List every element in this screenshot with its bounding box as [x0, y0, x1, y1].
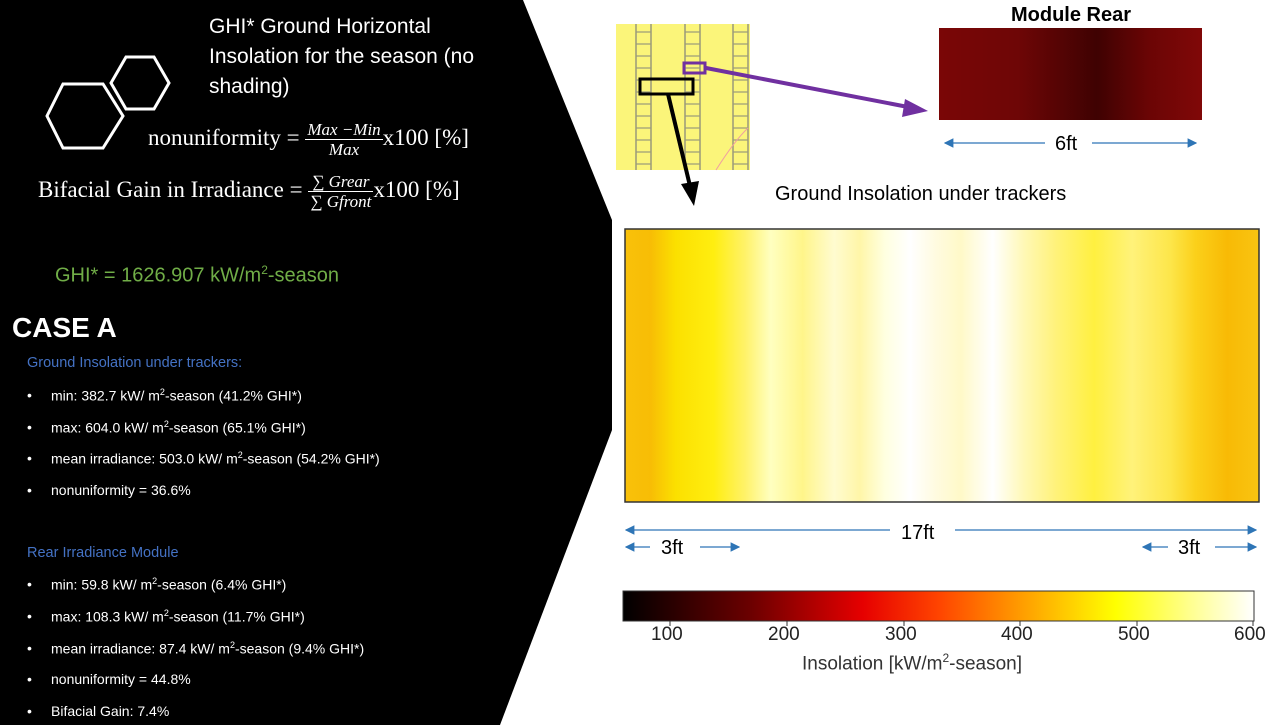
nonuniformity-equation: nonuniformity = Max −Min Max x100 [%]: [148, 120, 469, 159]
colorbar-tick-labels: 100 200 300 400 500 600: [0, 624, 1286, 648]
list-item: Bifacial Gain: 7.4%: [27, 703, 169, 719]
field-thumbnail: [616, 24, 750, 171]
rear-heading: Rear Irradiance Module: [27, 545, 179, 561]
ground-title: Ground Insolation under trackers: [775, 183, 1067, 205]
width-left-label: 3ft: [661, 537, 684, 559]
bifacial-denominator: ∑ Gfront: [310, 192, 372, 211]
ghi-value: GHI* = 1626.907 kW/m2-season: [55, 263, 340, 287]
list-item: nonuniformity = 44.8%: [27, 671, 191, 687]
nonuniformity-lhs: nonuniformity =: [148, 124, 300, 150]
nonuniformity-rhs: x100 [%]: [382, 124, 469, 150]
ghi-title: GHI* Ground Horizontal Insolation for th…: [209, 15, 475, 98]
hexagon-logo-icon: [45, 55, 171, 150]
width-right-label: 3ft: [1178, 537, 1201, 559]
list-item: nonuniformity = 36.6%: [27, 482, 191, 498]
black-arrow-icon: [666, 93, 699, 206]
colorbar-label: Insolation [kW/m2-season]: [802, 651, 1022, 675]
module-rear-title: Module Rear: [1011, 4, 1132, 26]
ground-heatmap: [624, 228, 1260, 503]
nonuniformity-numerator: Max −Min: [305, 120, 383, 140]
purple-arrow-icon: [705, 66, 928, 117]
bifacial-equation: Bifacial Gain in Irradiance = ∑ Grear ∑ G…: [38, 172, 460, 211]
colorbar-tick-label: 500: [1118, 624, 1150, 645]
case-title: CASE A: [12, 312, 117, 343]
list-item: mean irradiance: 503.0 kW/ m2-season (54…: [27, 450, 380, 467]
colorbar: [622, 590, 1255, 622]
nonuniformity-denominator: Max: [328, 140, 360, 159]
colorbar-tick-label: 300: [885, 624, 917, 645]
colorbar-tick-label: 400: [1001, 624, 1033, 645]
list-item: min: 382.7 kW/ m2-season (41.2% GHI*): [27, 387, 302, 404]
colorbar-tick-label: 200: [768, 624, 800, 645]
list-item: mean irradiance: 87.4 kW/ m2-season (9.4…: [27, 640, 364, 657]
list-item: max: 604.0 kW/ m2-season (65.1% GHI*): [27, 419, 306, 436]
module-rear-heatmap: [939, 28, 1202, 120]
module-width-label: 6ft: [1055, 133, 1078, 155]
list-item: max: 108.3 kW/ m2-season (11.7% GHI*): [27, 608, 305, 625]
colorbar-tick-label: 100: [651, 624, 683, 645]
bifacial-lhs: Bifacial Gain in Irradiance =: [38, 176, 303, 202]
colorbar-tick-label: 600: [1234, 624, 1266, 645]
ground-heading: Ground Insolation under trackers:: [27, 355, 243, 371]
colorbar-ticks: [669, 621, 1254, 626]
width-total-label: 17ft: [901, 522, 935, 544]
list-item: min: 59.8 kW/ m2-season (6.4% GHI*): [27, 576, 286, 593]
bifacial-numerator: ∑ Grear: [308, 172, 374, 192]
bifacial-rhs: x100 [%]: [373, 176, 460, 202]
